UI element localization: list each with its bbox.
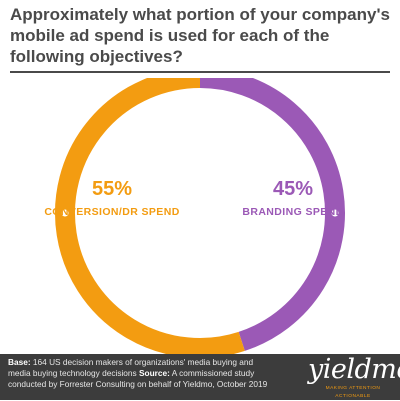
source-text: A commissioned study conducted by Forres… [8,368,268,389]
brand-name: yieldmo [308,354,400,385]
base-text: 164 US decision makers of organizations'… [8,357,254,378]
donut-slice-branding [199,78,345,351]
brand-tagline: MAKING ATTENTION ACTIONABLE [325,386,381,399]
donut-slices [55,78,345,354]
ring-marker-right [331,209,339,217]
slice-labels: 55% CONVERSION/DR SPEND 45% BRANDING SPE… [44,178,343,218]
slice-category-label-branding: BRANDING SPEND [242,206,343,218]
slice-value-label-conversion: 55% [92,178,132,200]
title-divider [10,71,390,73]
slice-category-label-conversion: CONVERSION/DR SPEND [44,206,179,218]
footer-source-note: Base: 164 US decision makers of organiza… [8,357,278,390]
brand-logo: yieldmo MAKING ATTENTION ACTIONABLE [308,354,400,401]
chart-title: Approximately what portion of your compa… [10,5,390,66]
slice-boundary-markers [61,209,339,217]
source-label: Source: [139,368,170,378]
slice-value-label-branding: 45% [273,178,313,200]
donut-slice-conversion [55,78,245,354]
donut-chart: 55% CONVERSION/DR SPEND 45% BRANDING SPE… [44,78,345,354]
base-label: Base: [8,357,31,367]
footer-bar: Base: 164 US decision makers of organiza… [0,354,400,400]
ring-marker-left [61,209,69,217]
